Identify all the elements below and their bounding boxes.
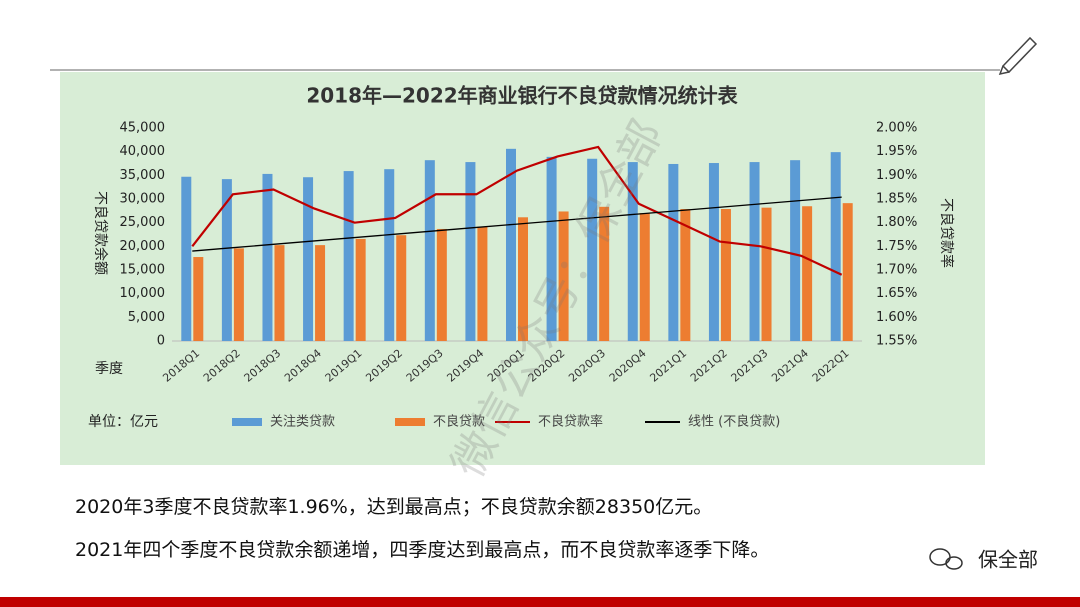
y2-tick-label: 1.90% [876, 168, 917, 183]
bar [477, 226, 488, 341]
x-axis-label: 季度 [95, 361, 123, 377]
bar [587, 158, 598, 341]
bar [842, 203, 853, 341]
y2-tick-label: 1.75% [876, 239, 917, 254]
legend-swatch [232, 418, 262, 426]
bar [790, 160, 801, 341]
y-tick-label: 5,000 [128, 310, 165, 325]
bar [627, 162, 638, 341]
line-series [191, 145, 843, 276]
bar [262, 173, 273, 341]
bar [546, 156, 557, 341]
y-tick-label: 35,000 [120, 168, 166, 183]
caption: 2020年3季度不良贷款率1.96%，达到最高点；不良贷款余额28350亿元。 [75, 496, 713, 518]
y-tick-label: 20,000 [120, 239, 166, 254]
bar [599, 206, 610, 341]
footer-bar [0, 597, 1080, 607]
unit-note: 单位：亿元 [88, 414, 158, 430]
y-tick-label: 10,000 [120, 286, 166, 301]
y-tick-label: 0 [157, 334, 165, 349]
legend-label: 关注类贷款 [270, 415, 335, 430]
y-tick-label: 30,000 [120, 192, 166, 207]
legend-swatch [395, 418, 425, 426]
bar [668, 163, 679, 341]
bar [518, 217, 528, 341]
y2-tick-label: 1.95% [876, 144, 917, 159]
bar [193, 257, 204, 341]
bar [436, 228, 447, 341]
bar [680, 209, 691, 341]
bar [465, 162, 476, 341]
bar [558, 211, 569, 341]
y2-tick-label: 1.60% [876, 310, 917, 325]
bar [384, 169, 395, 341]
caption: 2021年四个季度不良贷款余额递增，四季度达到最高点，而不良贷款率逐季下降。 [75, 539, 770, 561]
legend-label: 不良贷款 [433, 414, 485, 430]
legend-label: 不良贷款率 [538, 414, 603, 430]
bar [315, 245, 326, 341]
y-tick-label: 40,000 [120, 144, 166, 159]
bar [343, 171, 354, 341]
y2-tick-label: 1.55% [876, 334, 917, 349]
bar [802, 206, 813, 341]
bar [396, 235, 407, 341]
bar [749, 162, 760, 341]
logo-icon [929, 548, 963, 570]
y2-tick-label: 2.00% [876, 121, 917, 136]
bar [506, 148, 516, 341]
bar [355, 238, 366, 341]
y-tick-label: 15,000 [120, 263, 166, 278]
logo: 保全部 [978, 548, 1038, 572]
y-axis-label: 不良贷款余额 [92, 191, 109, 275]
y2-tick-label: 1.70% [876, 263, 917, 278]
bar [274, 245, 285, 341]
bar [424, 160, 435, 341]
bar [233, 248, 244, 341]
bar [181, 176, 192, 341]
y2-axis-label: 不良贷款率 [938, 198, 955, 268]
pen-icon [998, 36, 1038, 76]
bar [830, 152, 841, 341]
bar [221, 179, 232, 341]
bar [708, 163, 719, 341]
y2-tick-label: 1.85% [876, 192, 917, 207]
y2-tick-label: 1.80% [876, 215, 917, 230]
y-tick-label: 25,000 [120, 215, 166, 230]
y-tick-label: 45,000 [120, 121, 166, 136]
y2-tick-label: 1.65% [876, 286, 917, 301]
legend-label: 线性 (不良贷款) [688, 414, 780, 430]
bar [720, 209, 731, 341]
bar [639, 213, 650, 341]
bar [303, 177, 314, 341]
line-series [192, 196, 842, 252]
bar [761, 207, 772, 341]
chart-title: 2018年—2022年商业银行不良贷款情况统计表 [306, 84, 738, 108]
